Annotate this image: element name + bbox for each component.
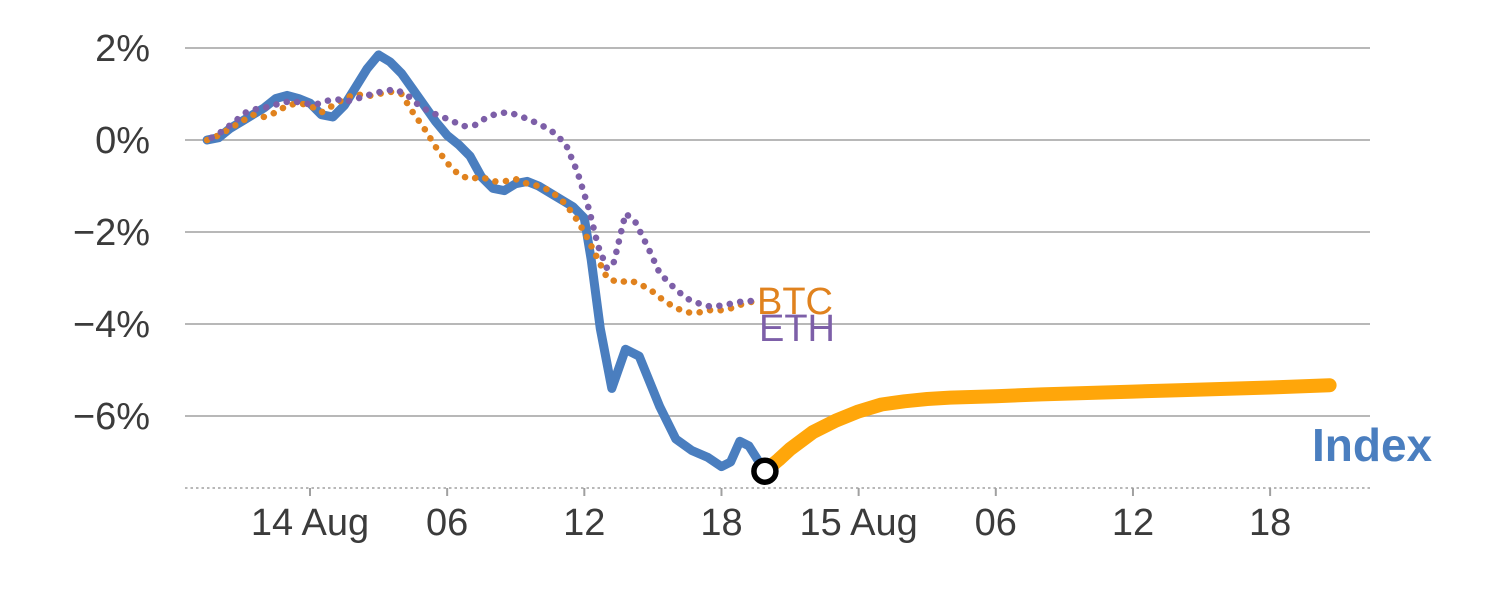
x-tick-label: 18 [1249,502,1291,544]
btc-line [203,88,760,316]
eth-series-label: ETH [759,308,835,350]
index-line [202,50,770,476]
y-tick-label: 0% [95,120,150,162]
x-tick-label: 06 [426,502,468,544]
x-tick-label: 15 Aug [799,502,917,544]
x-tick-label: 06 [975,502,1017,544]
y-tick-label: 2% [95,28,150,70]
x-tick-label: 18 [700,502,742,544]
y-tick-label: −4% [73,304,150,346]
current-point-marker [751,457,779,485]
x-tick-label: 12 [563,502,605,544]
index-forecast-line [757,378,1337,479]
x-tick-label: 14 Aug [251,502,369,544]
y-tick-label: −2% [73,212,150,254]
x-tick-label: 12 [1112,502,1154,544]
eth-line [208,86,760,310]
y-tick-label: −6% [73,396,150,438]
index-series-label: Index [1312,419,1433,471]
btc-series-label: BTC [757,281,833,323]
